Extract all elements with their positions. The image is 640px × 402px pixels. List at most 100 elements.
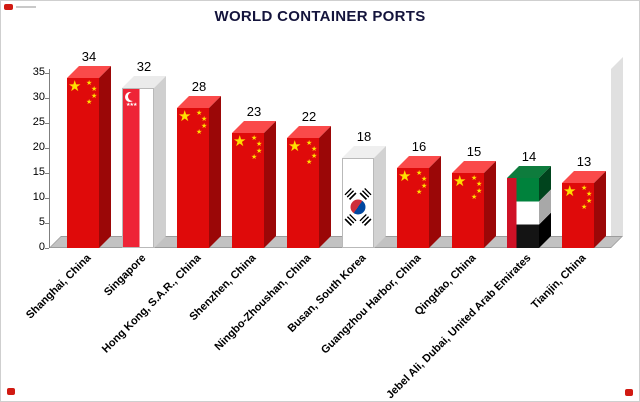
china-flag-star-icon: ★ [256,141,263,148]
bar-value-label: 32 [136,59,152,74]
bar-front-face-china-flag: ★ ★ ★ ★ ★ [562,183,594,248]
china-flag-star-icon: ★ [86,99,93,106]
bar-front-face-china-flag: ★ ★ ★ ★ ★ [287,138,319,248]
bar-value-label: 16 [411,139,427,154]
bar-value-label: 23 [246,104,262,119]
bar-side-face [209,96,221,248]
chart-title: WORLD CONTAINER PORTS [214,8,426,25]
china-flag-star-icon: ★ [476,181,483,188]
china-flag-star-icon: ★ [251,135,258,142]
bar-front-face-singapore-flag: ★★★ [122,88,154,248]
china-flag-star-icon: ★ [201,116,208,123]
y-axis-tick-mark [45,123,49,124]
china-flag-star-icon: ★ [251,154,258,161]
bar-china: ★ ★ ★ ★ ★ [397,156,441,248]
watermark-top-left-icon [4,4,13,10]
bar-value-label: 15 [466,144,482,159]
china-flag-star-icon: ★ [196,110,203,117]
bar-value-label: 13 [576,154,592,169]
china-flag-star-icon: ★ [416,189,423,196]
watermark-top-left-text [16,6,36,8]
watermark-bottom-left-icon [7,388,15,395]
china-flag-star-icon: ★ [91,93,98,100]
bar-side-face [319,126,331,248]
bar-side-face [594,171,606,248]
china-flag-star-icon: ★ [398,168,412,185]
bar-south-korea [342,146,386,248]
y-axis-tick-label: 0 [38,241,45,253]
bar-china: ★ ★ ★ ★ ★ [287,126,331,248]
china-flag-star-icon: ★ [421,176,428,183]
bar-front-face-south-korea-flag [342,158,374,248]
china-flag-star-icon: ★ [288,138,302,155]
bar-front-face-china-flag: ★ ★ ★ ★ ★ [452,173,484,248]
bar-value-label: 34 [81,49,97,64]
china-flag-star-icon: ★ [256,148,263,155]
china-flag-star-icon: ★ [311,146,318,153]
chart-right-wall [611,57,623,248]
china-flag-star-icon: ★ [471,194,478,201]
china-flag-star-icon: ★ [586,191,593,198]
bar-uae [507,166,551,248]
y-axis-tick-label: 35 [32,66,45,78]
china-flag-star-icon: ★ [476,188,483,195]
y-axis-tick-mark [45,248,49,249]
bar-value-label: 22 [301,109,317,124]
y-axis-tick-mark [45,73,49,74]
y-axis-tick-label: 25 [32,116,45,128]
china-flag-star-icon: ★ [586,198,593,205]
china-flag-star-icon: ★ [421,183,428,190]
bar-side-face [99,66,111,248]
bar-side-face [484,161,496,248]
bar-value-label: 28 [191,79,207,94]
bar-china: ★ ★ ★ ★ ★ [232,121,276,248]
korea-flag-trigram-icon [359,188,372,201]
bar-value-label: 18 [356,129,372,144]
bar-china: ★ ★ ★ ★ ★ [67,66,111,248]
bar-front-face-china-flag: ★ ★ ★ ★ ★ [67,78,99,248]
bar-side-face [539,166,551,248]
y-axis-tick-mark [45,98,49,99]
y-axis-tick-label: 15 [32,166,45,178]
china-flag-star-icon: ★ [91,86,98,93]
bar-front-face-china-flag: ★ ★ ★ ★ ★ [397,168,429,248]
bar-side-face [429,156,441,248]
china-flag-star-icon: ★ [68,78,82,95]
y-axis-tick-mark [45,148,49,149]
china-flag-star-icon: ★ [178,108,192,125]
bar-front-face-china-flag: ★ ★ ★ ★ ★ [177,108,209,248]
china-flag-star-icon: ★ [86,80,93,87]
y-axis-tick-label: 5 [38,216,45,228]
china-flag-star-icon: ★ [196,129,203,136]
korea-flag-trigram-icon [344,188,357,201]
china-flag-star-icon: ★ [201,123,208,130]
y-axis-tick-label: 20 [32,141,45,153]
bar-front-face-china-flag: ★ ★ ★ ★ ★ [232,133,264,248]
y-axis-tick-mark [45,223,49,224]
china-flag-star-icon: ★ [563,183,577,200]
bar-side-face [264,121,276,248]
china-flag-star-icon: ★ [471,175,478,182]
china-flag-star-icon: ★ [233,133,247,150]
y-axis-line [49,69,50,248]
china-flag-star-icon: ★ [581,185,588,192]
bar-side-face [154,76,166,248]
y-axis-tick-label: 10 [32,191,45,203]
korea-flag-trigram-icon [344,214,357,227]
y-axis-tick-mark [45,198,49,199]
y-axis-tick-label: 30 [32,91,45,103]
bar-singapore: ★★★ [122,76,166,248]
bar-value-label: 14 [521,149,537,164]
bar-china: ★ ★ ★ ★ ★ [562,171,606,248]
watermark-bottom-right-icon [625,389,633,396]
china-flag-star-icon: ★ [581,204,588,211]
singapore-flag-stars-icon: ★★★ [126,102,137,108]
bar-china: ★ ★ ★ ★ ★ [177,96,221,248]
china-flag-star-icon: ★ [416,170,423,177]
korea-flag-taegeuk-icon [350,199,366,215]
china-flag-star-icon: ★ [311,153,318,160]
bar-front-face-uae-flag [507,178,539,248]
bar-side-face [374,146,386,248]
